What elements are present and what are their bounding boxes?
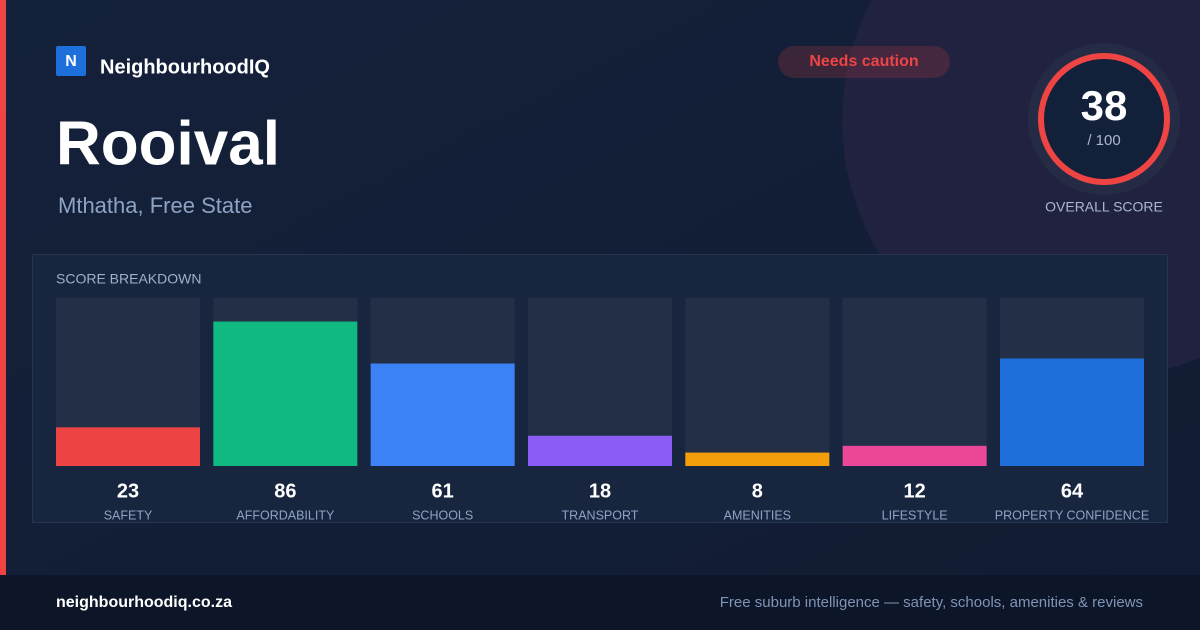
category-label: AFFORDABILITY [236,508,335,522]
value-label: 18 [589,480,611,502]
bar [56,427,200,466]
breakdown-title: SCORE BREAKDOWN [56,271,201,287]
brand-name: NeighbourhoodIQ [100,56,270,78]
logo-box [56,46,86,76]
footer-bg [0,575,1200,630]
bar [527,435,672,466]
category-label: TRANSPORT [562,508,639,522]
location: Mthatha, Free State [58,193,252,218]
category-label: PROPERTY CONFIDENCE [995,508,1149,522]
category-label: LIFESTYLE [882,508,948,522]
footer-site: neighbourhoodiq.co.za [56,594,232,611]
bar [685,452,830,466]
bar-track [842,298,987,466]
category-label: AMENITIES [724,508,791,522]
bar [370,363,515,466]
badge: Needs caution [809,53,918,70]
bar [213,321,358,466]
accent-stripe [0,0,6,575]
overall-score: 38 [1081,82,1128,129]
bar [999,358,1144,466]
score-caption: OVERALL SCORE [1045,199,1163,215]
score-max: / 100 [1087,132,1120,149]
value-label: 23 [117,480,139,502]
value-label: 64 [1061,480,1084,502]
value-label: 61 [432,480,454,502]
suburb-title: Rooival [56,109,280,178]
score-ring [1038,53,1170,185]
logo-letter: N [65,53,77,70]
badge-bg [778,46,950,78]
value-label: 8 [752,480,763,502]
value-label: 86 [274,480,296,502]
value-label: 12 [904,480,926,502]
bar-track [685,298,830,466]
category-label: SCHOOLS [412,508,473,522]
bar [842,445,987,466]
category-label: SAFETY [104,508,153,522]
footer-tagline: Free suburb intelligence — safety, schoo… [720,594,1143,611]
